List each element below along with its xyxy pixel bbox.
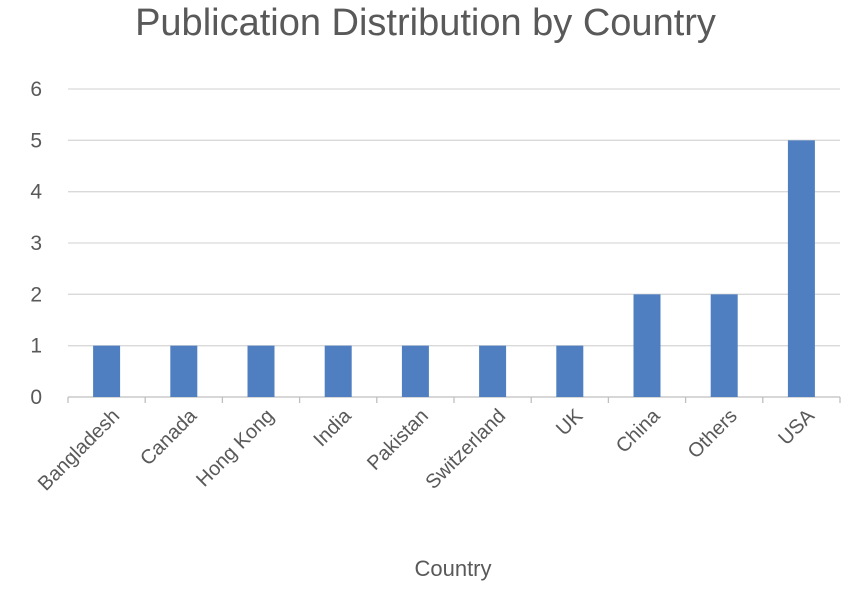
x-axis-label: Country xyxy=(414,556,491,581)
y-tick-label: 2 xyxy=(30,283,42,306)
bar-usa xyxy=(787,140,815,398)
x-tick-label: Switzerland xyxy=(421,405,510,494)
x-tick-label: Hong Kong xyxy=(192,405,278,491)
x-tick-label: Bangladesh xyxy=(34,405,124,495)
bar-uk xyxy=(556,345,584,397)
bar-canada xyxy=(170,345,198,397)
x-tick-label: China xyxy=(612,404,665,457)
x-tick-label: Canada xyxy=(136,404,202,470)
x-tick-label: Pakistan xyxy=(363,405,433,475)
x-tick-label: India xyxy=(310,404,357,451)
chart-title: Publication Distribution by Country xyxy=(135,2,716,44)
bar-switzerland xyxy=(479,345,507,397)
bar-china xyxy=(633,294,661,397)
y-tick-label: 4 xyxy=(30,181,42,204)
y-tick-label: 3 xyxy=(30,232,42,255)
x-tick-label: UK xyxy=(552,405,588,441)
bars xyxy=(93,140,815,398)
y-tick-label: 5 xyxy=(30,129,42,152)
y-tick-label: 1 xyxy=(30,335,42,358)
bar-india xyxy=(324,345,352,397)
bar-pakistan xyxy=(401,345,429,397)
y-tick-label: 6 xyxy=(30,78,42,101)
x-tick-label: USA xyxy=(774,405,819,450)
y-axis-ticks: 0 1 2 3 4 5 6 xyxy=(30,78,42,409)
bar-hong-kong xyxy=(247,345,275,397)
y-tick-label: 0 xyxy=(30,386,42,409)
bar-bangladesh xyxy=(93,345,121,397)
bar-others xyxy=(710,294,738,397)
x-tick-label: Others xyxy=(684,405,742,463)
